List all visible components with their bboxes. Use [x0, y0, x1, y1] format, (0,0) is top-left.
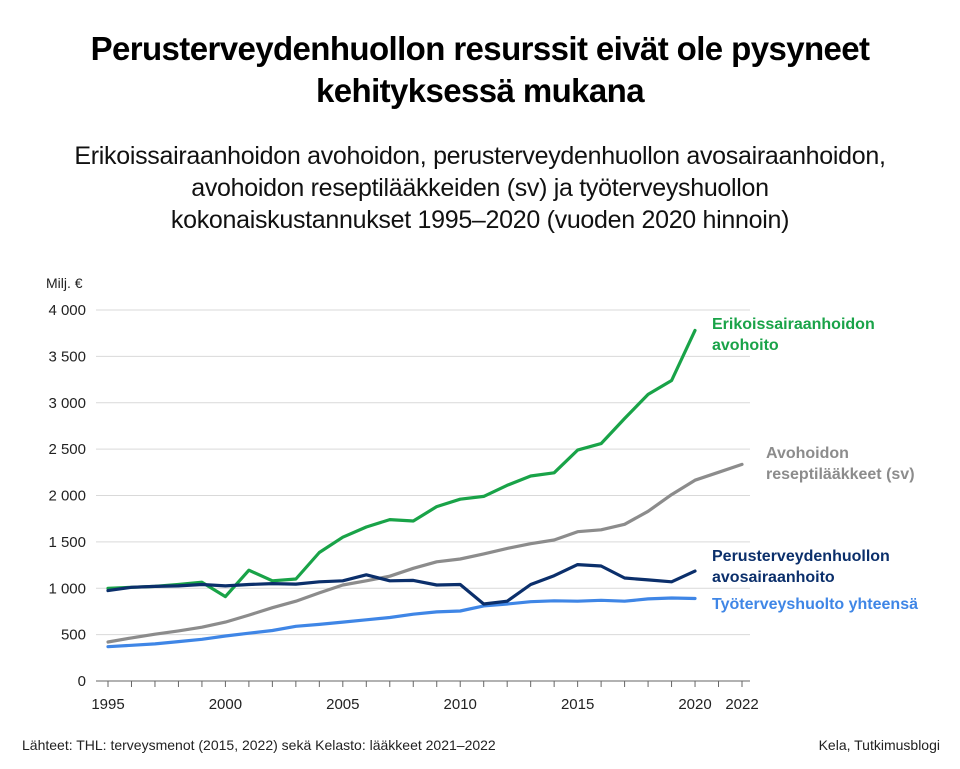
y-tick-label: 2 000 — [48, 488, 86, 505]
y-tick-label: 1 500 — [48, 534, 86, 551]
series-label-line: Perusterveydenhuollon — [712, 548, 890, 565]
y-tick-label: 0 — [78, 673, 86, 690]
chart-title: Perusterveydenhuollon resurssit eivät ol… — [0, 28, 960, 112]
x-tick-label: 2020 — [678, 696, 711, 713]
series-layer — [106, 328, 744, 649]
axis-layer: Milj. € 0 500 1 000 1 500 2 000 2 500 3 000 3 50… — [46, 275, 759, 713]
x-tick-label: 2010 — [444, 696, 477, 713]
chart-subtitle: Erikoissairaanhoidon avohoidon, peruster… — [0, 140, 960, 236]
series-label-line: Erikoissairaanhoidon — [712, 316, 875, 333]
y-tick-label: 4 000 — [48, 302, 86, 319]
series-label-occupational-health: Työterveyshuolto yhteensä — [712, 596, 918, 613]
x-tick-label: 2000 — [209, 696, 242, 713]
series-label-line: Avohoidon — [766, 445, 849, 462]
credit-note: Kela, Tutkimusblogi — [818, 737, 940, 753]
series-label-specialist-outpatient: Erikoissairaanhoidon avohoito — [712, 316, 875, 354]
series-label-line: Työterveyshuolto yhteensä — [712, 596, 918, 613]
series-label-line: reseptilääkkeet (sv) — [766, 466, 915, 483]
x-tick-label: 1995 — [91, 696, 124, 713]
series-label-line: avosairaanhoito — [712, 569, 835, 586]
x-tick-label: 2015 — [561, 696, 594, 713]
chart-subtitle-line-3: kokonaiskustannukset 1995–2020 (vuoden 2… — [170, 206, 790, 234]
y-tick-label: 500 — [61, 627, 86, 644]
series-line-primary-care-outpatient — [106, 562, 697, 606]
x-tick-label: 2022 — [725, 696, 758, 713]
y-tick-label: 1 000 — [48, 580, 86, 597]
chart-title-line-1: Perusterveydenhuollon resurssit eivät ol… — [90, 30, 870, 67]
series-line-occupational-health — [106, 596, 697, 649]
y-axis-label: Milj. € — [46, 275, 83, 291]
chart-subtitle-line-2: avohoidon reseptilääkkeiden (sv) ja työt… — [191, 174, 769, 202]
chart-title-line-2: kehityksessä mukana — [316, 72, 645, 109]
grid-layer — [96, 309, 750, 636]
series-label-primary-care-outpatient: Perusterveydenhuollon avosairaanhoito — [712, 548, 890, 586]
x-tick-label: 2005 — [326, 696, 359, 713]
series-label-line: avohoito — [712, 337, 779, 354]
y-tick-label: 3 500 — [48, 348, 86, 365]
y-tick-label: 3 000 — [48, 395, 86, 412]
series-line-outpatient-prescription-drugs — [106, 462, 744, 644]
series-line-specialist-outpatient — [106, 328, 697, 599]
chart-subtitle-line-1: Erikoissairaanhoidon avohoidon, peruster… — [74, 142, 886, 170]
series-label-outpatient-prescription-drugs: Avohoidon reseptilääkkeet (sv) — [766, 445, 915, 483]
source-note: Lähteet: THL: terveysmenot (2015, 2022) … — [22, 737, 496, 753]
y-tick-label: 2 500 — [48, 441, 86, 458]
label-layer: Erikoissairaanhoidon avohoito Avohoidon res… — [712, 316, 918, 613]
